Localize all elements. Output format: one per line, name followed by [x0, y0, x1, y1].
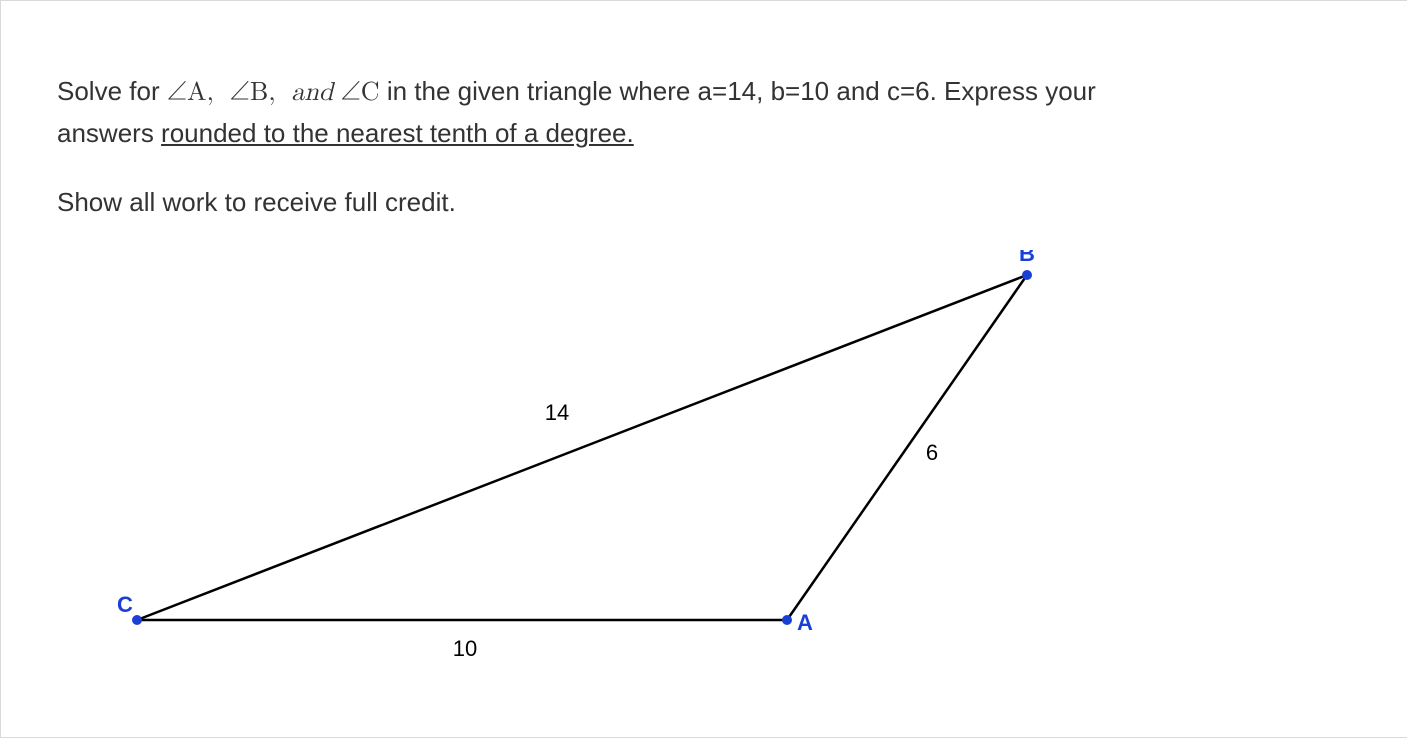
triangle-figure: 14106CAB [57, 250, 1351, 630]
instruction-text: Show all work to receive full credit. [57, 182, 1351, 222]
text-mid: in the given triangle where a=14, b=10 a… [380, 76, 1096, 106]
angle-B-symbol: ∠B [230, 80, 269, 106]
vertex-B [1022, 270, 1032, 280]
vertex-label-B: B [1019, 250, 1035, 266]
vertex-C [132, 615, 142, 625]
edge-c [787, 275, 1027, 620]
question-card: Solve for ∠A, ∠B, and ∠C in the given tr… [0, 0, 1407, 738]
angle-C-symbol: ∠C [341, 80, 380, 106]
angle-A-symbol: ∠A [167, 80, 207, 106]
and-word: and [291, 80, 333, 106]
side-label-a: 14 [545, 400, 569, 425]
text-line2-underlined: rounded to the nearest tenth of a degree… [161, 118, 634, 148]
edge-a [137, 275, 1027, 620]
problem-statement: Solve for ∠A, ∠B, and ∠C in the given tr… [57, 71, 1351, 154]
text-prefix: Solve for [57, 76, 167, 106]
vertex-A [782, 615, 792, 625]
triangle-svg: 14 10 6 C A B [57, 250, 1157, 670]
side-label-c: 6 [926, 440, 938, 465]
sep-1: , [207, 80, 223, 106]
question-content: Solve for ∠A, ∠B, and ∠C in the given tr… [1, 1, 1407, 670]
side-label-b: 10 [453, 636, 477, 661]
vertex-label-A: A [797, 610, 813, 635]
text-line2-prefix: answers [57, 118, 161, 148]
vertex-label-C: C [117, 592, 133, 617]
sep-2: , [268, 80, 284, 106]
